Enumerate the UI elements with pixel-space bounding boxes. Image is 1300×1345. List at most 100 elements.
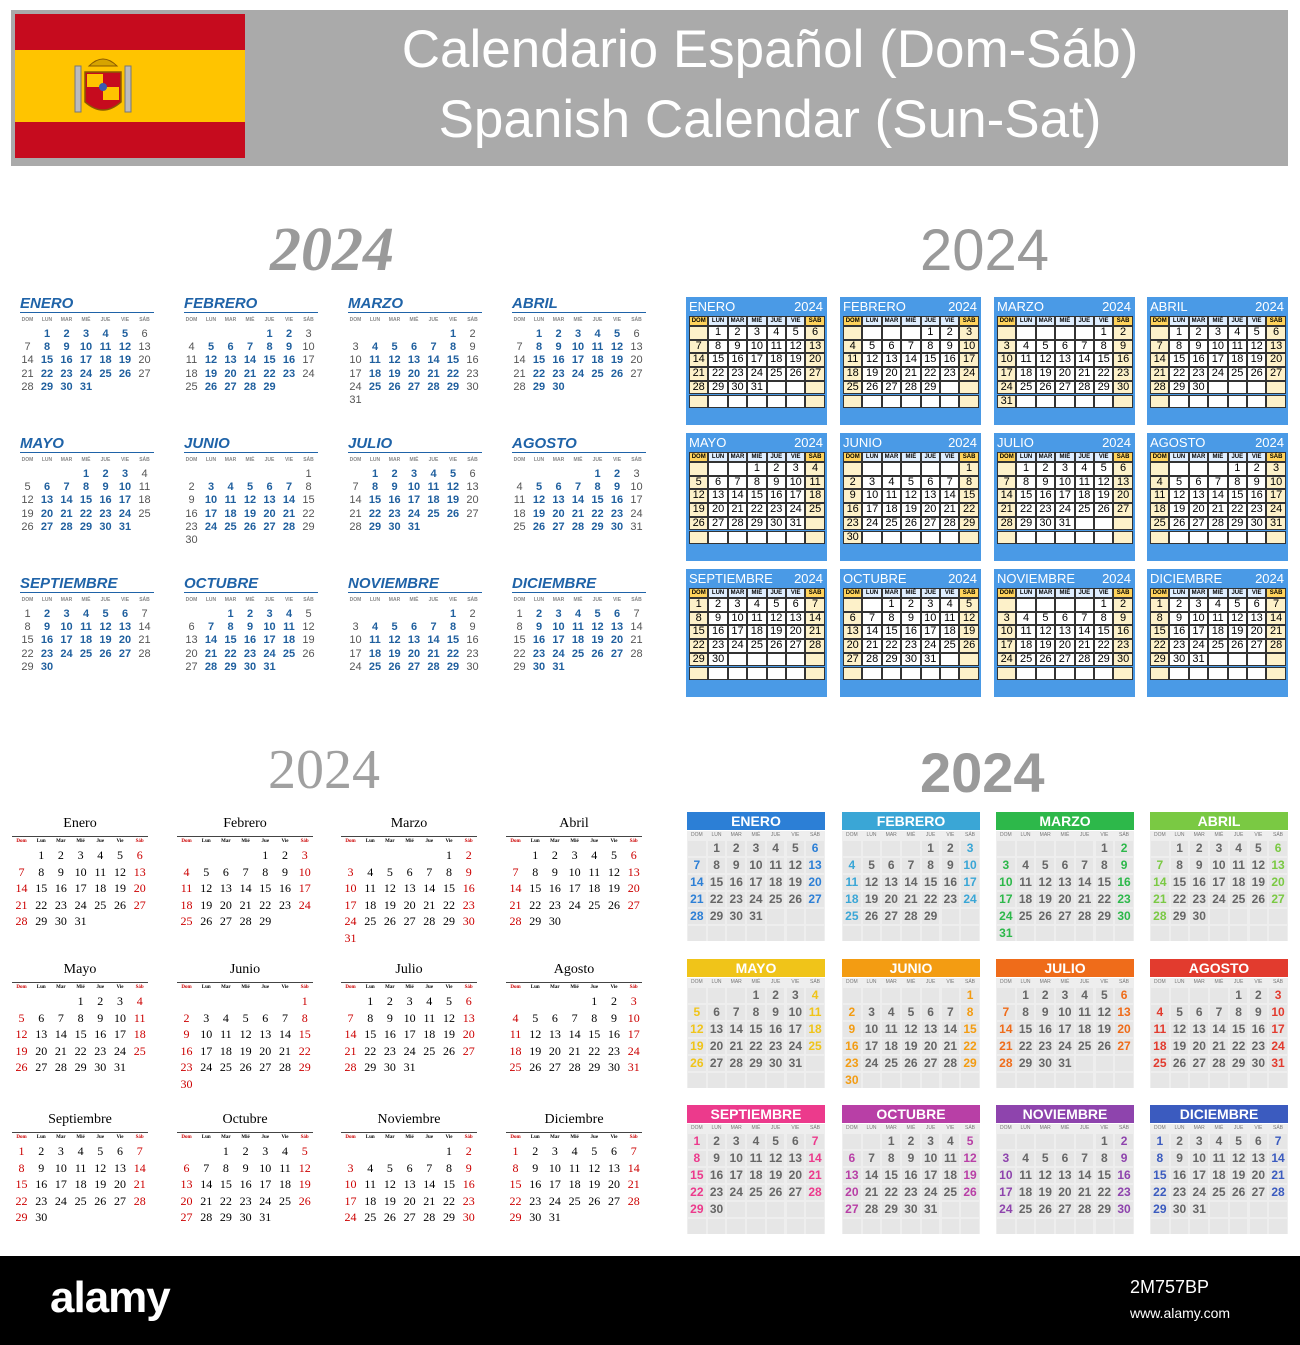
day-cell bbox=[902, 1039, 920, 1054]
weekday-label: LUN bbox=[1020, 1125, 1031, 1131]
day-number: 25 bbox=[845, 909, 859, 923]
day-cell: 29 bbox=[1016, 516, 1036, 531]
day-cell bbox=[997, 875, 1015, 890]
day-number: 25 bbox=[884, 1056, 898, 1070]
day-number: 27 bbox=[407, 380, 421, 393]
day-cell bbox=[707, 926, 726, 941]
day-cell: 27 bbox=[843, 652, 863, 667]
day-cell bbox=[941, 1134, 960, 1149]
day-cell bbox=[882, 1134, 901, 1149]
day-number: 7 bbox=[24, 341, 31, 354]
day-cell bbox=[1210, 1202, 1228, 1217]
day-cell: 24 bbox=[747, 367, 767, 381]
weekday-label: MIÉ bbox=[1208, 316, 1228, 326]
day-cell: 19 bbox=[786, 353, 806, 368]
day-number: 30 bbox=[845, 1073, 859, 1087]
day-number: 2 bbox=[1255, 988, 1262, 1002]
month-block: Agosto Dom Lun Mar Mié Jue Vie Sáb 1 2 3 4 5 6 7 8 9 10 11… bbox=[506, 962, 646, 1082]
day-number: 8 bbox=[222, 1160, 229, 1175]
day-cell: 31 bbox=[786, 516, 806, 531]
day-number: 21 bbox=[15, 897, 28, 912]
day-cell bbox=[843, 1134, 861, 1149]
day-number: 24 bbox=[627, 1043, 640, 1058]
day-cell: 11 bbox=[843, 353, 863, 368]
day-number: 6 bbox=[117, 1144, 123, 1158]
day-cell bbox=[961, 1073, 979, 1088]
day-cell: 21 bbox=[940, 503, 960, 517]
day-number: 29 bbox=[21, 660, 34, 673]
day-cell bbox=[1269, 926, 1287, 941]
day-cell bbox=[1056, 926, 1074, 941]
day-cell bbox=[727, 1134, 746, 1149]
day-number: 20 bbox=[114, 1177, 126, 1191]
calendar-style-1: 2024 ENERO DOM LUN MAR MIÉ JUE VIE SÁB 1 2 3 4 5 6 7 8 9 1… bbox=[0, 205, 660, 705]
day-number: 30 bbox=[54, 914, 67, 928]
day-number: 3 bbox=[57, 1144, 64, 1158]
day-cell bbox=[997, 909, 1015, 924]
day-number: 5 bbox=[97, 1144, 104, 1158]
day-number: 27 bbox=[466, 507, 479, 520]
month-name: JULIO bbox=[996, 959, 1134, 977]
day-number: 6 bbox=[611, 1144, 617, 1158]
day-cell: 15 bbox=[1094, 625, 1114, 640]
day-number: 28 bbox=[54, 1060, 67, 1074]
day-number: 28 bbox=[509, 914, 522, 928]
weekday-label: JUE bbox=[428, 457, 439, 463]
month-divider bbox=[341, 836, 477, 837]
weekday-label: Jue bbox=[261, 985, 270, 990]
day-number: 12 bbox=[94, 1160, 107, 1175]
day-number: 28 bbox=[423, 1210, 436, 1224]
day-number: 13 bbox=[185, 634, 198, 647]
day-number: 5 bbox=[693, 1005, 701, 1019]
day-cell: 19 bbox=[1035, 639, 1056, 653]
day-number: 6 bbox=[927, 1005, 934, 1019]
day-number: 7 bbox=[693, 858, 701, 872]
day-number: 17 bbox=[1058, 1022, 1072, 1036]
day-number: 14 bbox=[999, 1022, 1013, 1036]
day-cell: 11 bbox=[805, 475, 825, 490]
day-number: 15 bbox=[709, 875, 724, 889]
day-number: 19 bbox=[21, 507, 34, 520]
day-number: 8 bbox=[449, 621, 457, 634]
day-number: 22 bbox=[591, 507, 604, 520]
month-name: ENERO bbox=[687, 812, 825, 830]
day-cell bbox=[747, 394, 767, 409]
day-number: 24 bbox=[118, 507, 132, 520]
day-cell bbox=[1208, 380, 1228, 395]
weekday-label: LUN bbox=[708, 588, 728, 598]
day-number: 10 bbox=[407, 481, 421, 494]
day-cell: 24 bbox=[959, 367, 979, 381]
day-number: 3 bbox=[551, 1144, 558, 1158]
day-number: 20 bbox=[1058, 892, 1072, 906]
day-cell: 25 bbox=[1016, 380, 1036, 395]
weekday-label: Mié bbox=[570, 1135, 579, 1140]
day-number: 11 bbox=[749, 1151, 763, 1165]
day-number: 8 bbox=[24, 621, 31, 634]
day-cell: 10 bbox=[920, 611, 940, 626]
day-number: 20 bbox=[552, 507, 565, 520]
day-number: 15 bbox=[224, 634, 237, 647]
day-number: 4 bbox=[367, 864, 374, 879]
day-cell bbox=[688, 1005, 706, 1020]
day-number: 8 bbox=[301, 1010, 308, 1025]
day-cell bbox=[786, 1219, 805, 1234]
day-cell: 16 bbox=[708, 625, 728, 640]
day-number: 2 bbox=[907, 1134, 915, 1148]
day-number: 27 bbox=[1058, 909, 1072, 923]
day-cell bbox=[708, 394, 728, 409]
day-number: 29 bbox=[443, 1210, 455, 1224]
day-cell bbox=[688, 1219, 706, 1234]
day-cell: 22 bbox=[920, 367, 940, 381]
day-cell: 5 bbox=[959, 598, 979, 612]
day-number: 21 bbox=[509, 897, 522, 912]
day-number: 5 bbox=[1255, 841, 1262, 855]
weekday-label: MIÉ bbox=[1214, 979, 1224, 985]
weekday-label: Vie bbox=[281, 839, 289, 844]
day-number: 23 bbox=[548, 897, 561, 912]
day-number: 16 bbox=[610, 494, 624, 507]
day-number: 26 bbox=[443, 1043, 455, 1058]
day-cell bbox=[1036, 1039, 1055, 1054]
day-cell bbox=[766, 1134, 785, 1149]
day-cell bbox=[1266, 652, 1286, 667]
day-cell bbox=[1094, 530, 1114, 545]
